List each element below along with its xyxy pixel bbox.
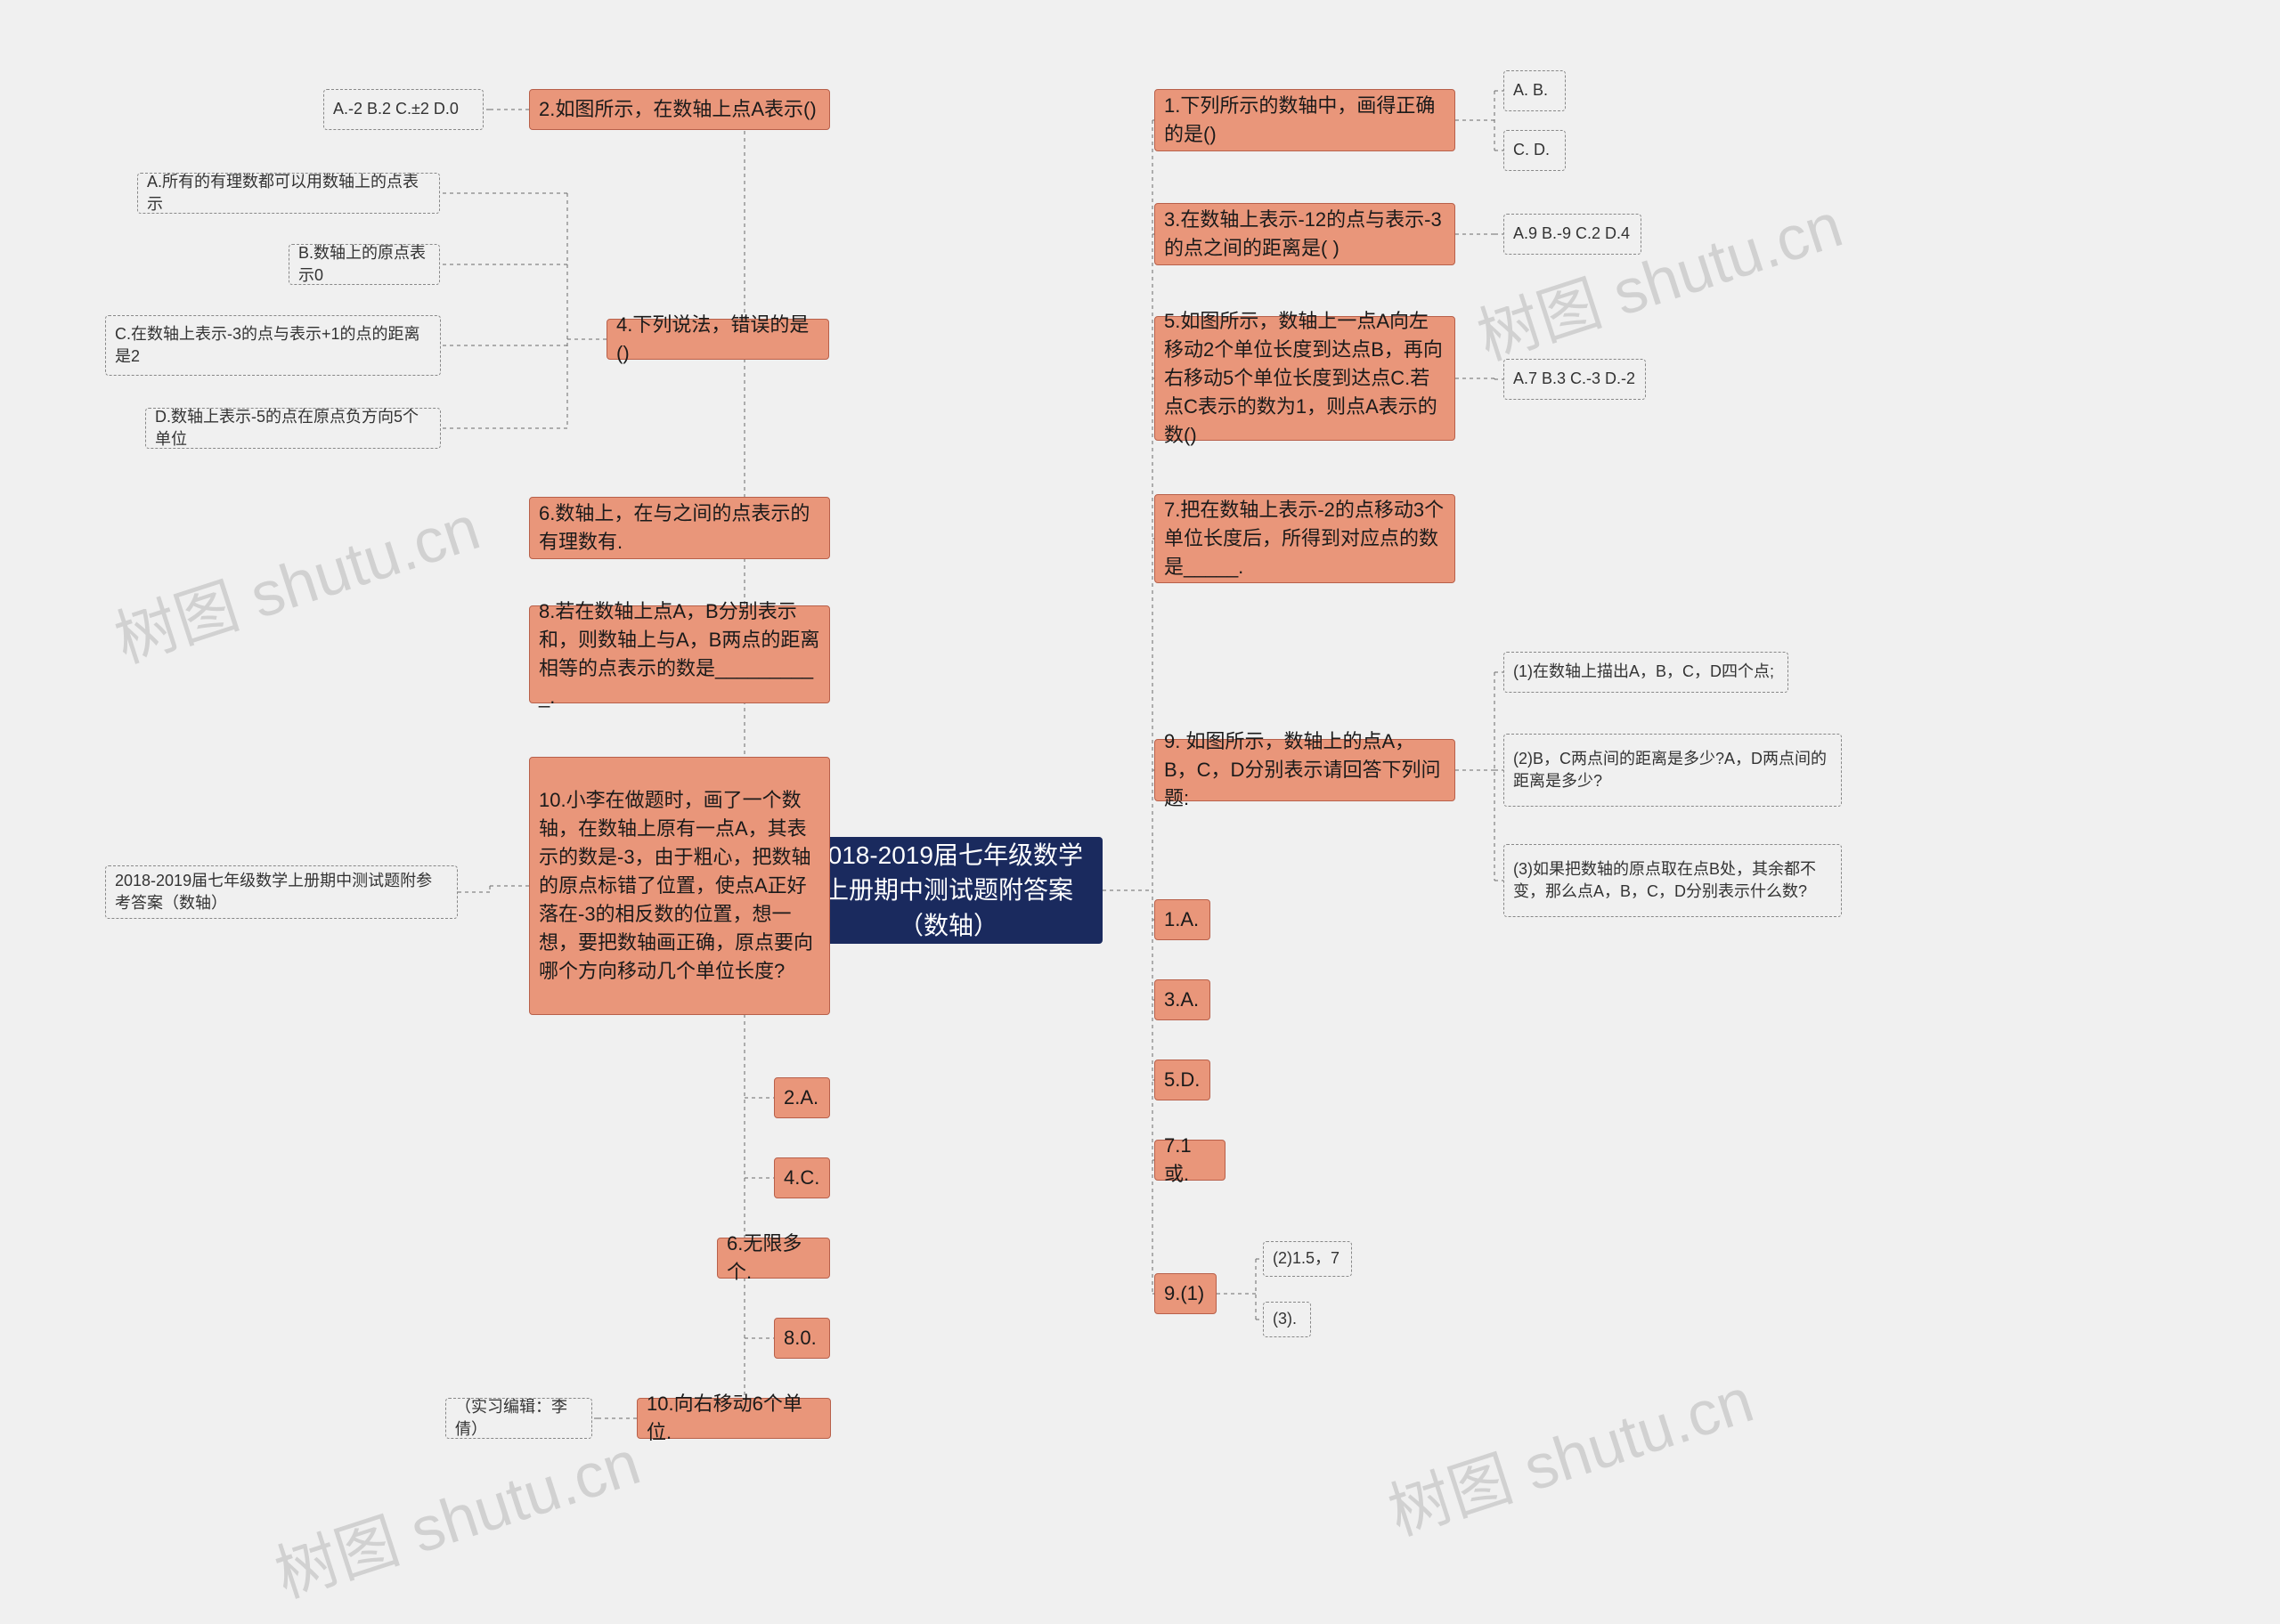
right-q-4-opt-2: (3)如果把数轴的原点取在点B处，其余都不变，那么点A，B，C，D分别表示什么数… [1503, 844, 1842, 917]
left-q-9: 10.向右移动6个单位. [637, 1398, 831, 1439]
right-q-0-opt-0-label: A. B. [1513, 79, 1548, 102]
right-q-4-opt-1-label: (2)B，C两点间的距离是多少?A，D两点间的距离是多少? [1513, 748, 1832, 792]
left-q-3: 8.若在数轴上点A，B分别表示和，则数轴上与A，B两点的距离相等的点表示的数是_… [529, 605, 830, 703]
right-q-4-opt-0: (1)在数轴上描出A，B，C，D四个点; [1503, 652, 1788, 693]
left-q-4-opt-0: 2018-2019届七年级数学上册期中测试题附参考答案（数轴） [105, 865, 458, 919]
right-q-7-label: 5.D. [1164, 1066, 1200, 1094]
right-q-3-label: 7.把在数轴上表示-2的点移动3个单位长度后，所得到对应点的数是_____. [1164, 496, 1445, 581]
right-q-1-opt-0: A.9 B.-9 C.2 D.4 [1503, 214, 1641, 255]
root-node: 2018-2019届七年级数学上册期中测试题附答案（数轴） [794, 837, 1103, 944]
right-q-9-opt-1-label: (3). [1273, 1308, 1297, 1330]
left-q-8: 8.0. [774, 1318, 830, 1359]
watermark-2: 树图 shutu.cn [1465, 175, 1852, 378]
right-q-4-opt-0-label: (1)在数轴上描出A，B，C，D四个点; [1513, 661, 1774, 683]
right-q-5: 1.A. [1154, 899, 1210, 940]
left-q-4: 10.小李在做题时，画了一个数轴，在数轴上原有一点A，其表示的数是-3，由于粗心… [529, 757, 830, 1015]
left-q-9-label: 10.向右移动6个单位. [647, 1390, 821, 1447]
left-q-1-opt-0-label: A.所有的有理数都可以用数轴上的点表示 [147, 171, 430, 215]
left-q-4-opt-0-label: 2018-2019届七年级数学上册期中测试题附参考答案（数轴） [115, 870, 448, 914]
right-q-8-label: 7.1或. [1164, 1132, 1216, 1189]
left-q-8-label: 8.0. [784, 1324, 817, 1352]
left-q-0-label: 2.如图所示，在数轴上点A表示() [539, 95, 817, 124]
left-q-2-label: 6.数轴上，在与之间的点表示的有理数有. [539, 499, 820, 556]
left-q-6-label: 4.C. [784, 1164, 819, 1192]
left-q-0-opt-0: A.-2 B.2 C.±2 D.0 [323, 89, 484, 130]
left-q-1-opt-2: C.在数轴上表示-3的点与表示+1的点的距离是2 [105, 315, 441, 376]
right-q-1-opt-0-label: A.9 B.-9 C.2 D.4 [1513, 223, 1630, 245]
right-q-2: 5.如图所示，数轴上一点A向左移动2个单位长度到达点B，再向右移动5个单位长度到… [1154, 316, 1455, 441]
left-q-1-opt-3-label: D.数轴上表示-5的点在原点负方向5个单位 [155, 406, 431, 451]
left-q-2: 6.数轴上，在与之间的点表示的有理数有. [529, 497, 830, 559]
left-q-1-opt-1: B.数轴上的原点表示0 [289, 244, 440, 285]
right-q-1-label: 3.在数轴上表示-12的点与表示-3的点之间的距离是( ) [1164, 206, 1445, 263]
left-q-7: 6.无限多个. [717, 1238, 830, 1279]
right-q-9-label: 9.(1) [1164, 1279, 1204, 1308]
root-label: 2018-2019届七年级数学上册期中测试题附答案（数轴） [803, 838, 1094, 943]
left-q-4-label: 10.小李在做题时，画了一个数轴，在数轴上原有一点A，其表示的数是-3，由于粗心… [539, 786, 820, 985]
right-q-6-label: 3.A. [1164, 986, 1199, 1014]
right-q-9-opt-1: (3). [1263, 1302, 1311, 1337]
right-q-4-opt-1: (2)B，C两点间的距离是多少?A，D两点间的距离是多少? [1503, 734, 1842, 807]
right-q-2-opt-0-label: A.7 B.3 C.-3 D.-2 [1513, 368, 1635, 390]
left-q-1-opt-1-label: B.数轴上的原点表示0 [298, 242, 430, 287]
right-q-9: 9.(1) [1154, 1273, 1217, 1314]
left-q-9-opt-0-label: （实习编辑：李倩） [455, 1396, 582, 1441]
watermark-1: 树图 shutu.cn [263, 1413, 650, 1615]
left-q-3-label: 8.若在数轴上点A，B分别表示和，则数轴上与A，B两点的距离相等的点表示的数是_… [539, 597, 820, 711]
right-q-0-opt-1: C. D. [1503, 130, 1566, 171]
right-q-0: 1.下列所示的数轴中，画得正确的是() [1154, 89, 1455, 151]
right-q-0-label: 1.下列所示的数轴中，画得正确的是() [1164, 92, 1445, 149]
right-q-4-opt-2-label: (3)如果把数轴的原点取在点B处，其余都不变，那么点A，B，C，D分别表示什么数… [1513, 858, 1832, 903]
right-q-4: 9. 如图所示，数轴上的点A，B，C，D分别表示请回答下列问题: [1154, 739, 1455, 801]
left-q-1-opt-0: A.所有的有理数都可以用数轴上的点表示 [137, 173, 440, 214]
left-q-1-label: 4.下列说法，错误的是() [616, 311, 819, 368]
left-q-6: 4.C. [774, 1157, 830, 1198]
left-q-5: 2.A. [774, 1077, 830, 1118]
left-q-5-label: 2.A. [784, 1084, 818, 1112]
left-q-0-opt-0-label: A.-2 B.2 C.±2 D.0 [333, 98, 459, 120]
right-q-4-label: 9. 如图所示，数轴上的点A，B，C，D分别表示请回答下列问题: [1164, 727, 1445, 813]
right-q-5-label: 1.A. [1164, 905, 1199, 934]
left-q-1-opt-3: D.数轴上表示-5的点在原点负方向5个单位 [145, 408, 441, 449]
right-q-3: 7.把在数轴上表示-2的点移动3个单位长度后，所得到对应点的数是_____. [1154, 494, 1455, 583]
left-q-1: 4.下列说法，错误的是() [607, 319, 829, 360]
right-q-9-opt-0: (2)1.5，7 [1263, 1241, 1352, 1277]
right-q-0-opt-1-label: C. D. [1513, 139, 1550, 161]
left-q-0: 2.如图所示，在数轴上点A表示() [529, 89, 830, 130]
watermark-3: 树图 shutu.cn [1376, 1351, 1763, 1553]
right-q-8: 7.1或. [1154, 1140, 1226, 1181]
left-q-9-opt-0: （实习编辑：李倩） [445, 1398, 592, 1439]
left-q-1-opt-2-label: C.在数轴上表示-3的点与表示+1的点的距离是2 [115, 323, 431, 368]
right-q-6: 3.A. [1154, 979, 1210, 1020]
left-q-7-label: 6.无限多个. [727, 1230, 820, 1287]
watermark-0: 树图 shutu.cn [102, 478, 490, 680]
right-q-2-label: 5.如图所示，数轴上一点A向左移动2个单位长度到达点B，再向右移动5个单位长度到… [1164, 307, 1445, 449]
right-q-0-opt-0: A. B. [1503, 70, 1566, 111]
right-q-9-opt-0-label: (2)1.5，7 [1273, 1247, 1340, 1270]
right-q-2-opt-0: A.7 B.3 C.-3 D.-2 [1503, 359, 1646, 400]
right-q-7: 5.D. [1154, 1060, 1210, 1100]
right-q-1: 3.在数轴上表示-12的点与表示-3的点之间的距离是( ) [1154, 203, 1455, 265]
